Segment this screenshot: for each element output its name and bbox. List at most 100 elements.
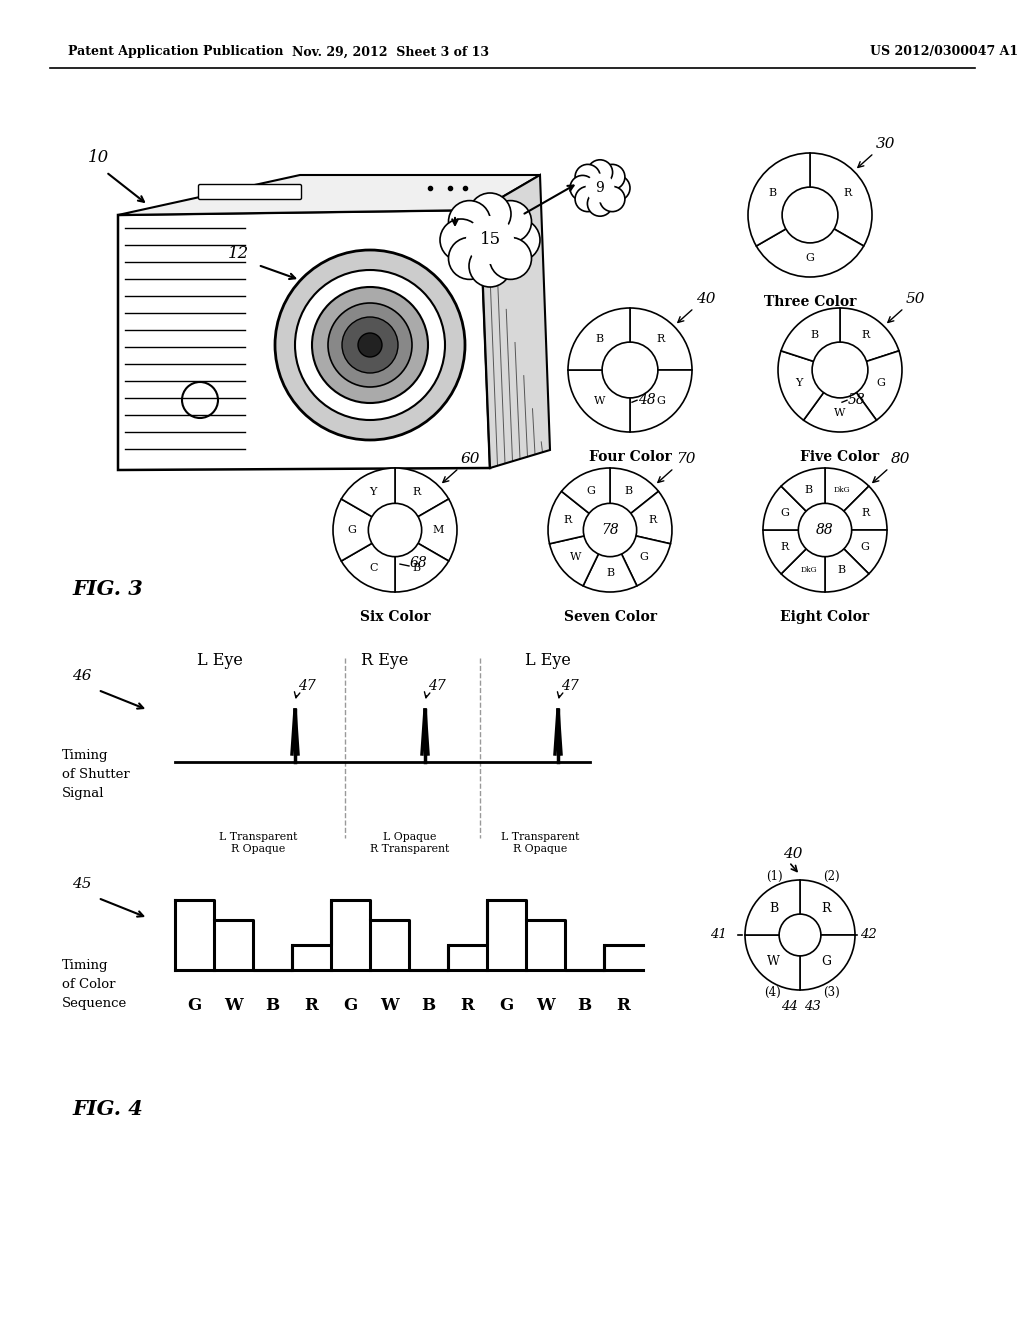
- Text: W: W: [570, 552, 582, 562]
- Text: G: G: [821, 954, 831, 968]
- Text: 44: 44: [780, 1001, 798, 1012]
- Wedge shape: [800, 935, 855, 990]
- Wedge shape: [810, 153, 872, 246]
- Text: B: B: [578, 997, 592, 1014]
- Text: B: B: [595, 334, 603, 345]
- Circle shape: [449, 238, 490, 280]
- Text: Patent Application Publication: Patent Application Publication: [68, 45, 284, 58]
- Text: R: R: [563, 515, 571, 525]
- Text: R: R: [304, 997, 318, 1014]
- Circle shape: [584, 503, 637, 557]
- Text: L Eye: L Eye: [197, 652, 243, 669]
- Text: G: G: [343, 997, 357, 1014]
- Text: R: R: [861, 330, 869, 339]
- Circle shape: [782, 187, 838, 243]
- Polygon shape: [480, 176, 550, 469]
- Wedge shape: [568, 308, 630, 370]
- Text: B: B: [606, 569, 614, 578]
- Text: B: B: [413, 562, 421, 573]
- Text: 43: 43: [805, 1001, 821, 1012]
- Text: L Transparent
R Opaque: L Transparent R Opaque: [219, 832, 297, 854]
- Circle shape: [575, 165, 600, 190]
- Wedge shape: [561, 469, 610, 531]
- Wedge shape: [341, 531, 395, 591]
- Circle shape: [602, 342, 657, 397]
- Text: W: W: [224, 997, 243, 1014]
- Text: G: G: [500, 997, 514, 1014]
- Wedge shape: [550, 531, 610, 586]
- Circle shape: [328, 304, 412, 387]
- Text: US 2012/0300047 A1: US 2012/0300047 A1: [870, 45, 1018, 58]
- Text: B: B: [838, 565, 846, 576]
- Circle shape: [489, 238, 531, 280]
- Text: 78: 78: [601, 523, 618, 537]
- Text: Y: Y: [795, 379, 803, 388]
- Wedge shape: [757, 215, 863, 277]
- Text: B: B: [804, 484, 812, 495]
- Circle shape: [275, 249, 465, 440]
- Text: 10: 10: [88, 149, 110, 166]
- Text: (2): (2): [823, 870, 840, 883]
- Text: Timing
of Shutter
Signal: Timing of Shutter Signal: [62, 750, 130, 800]
- Text: 40: 40: [783, 847, 803, 861]
- Text: B: B: [422, 997, 435, 1014]
- Text: (3): (3): [823, 986, 840, 998]
- Circle shape: [466, 216, 514, 264]
- Text: 48: 48: [638, 393, 655, 407]
- Wedge shape: [395, 499, 457, 561]
- Text: R: R: [656, 334, 665, 345]
- Circle shape: [498, 219, 540, 261]
- Text: M: M: [433, 525, 444, 535]
- Wedge shape: [781, 308, 840, 370]
- Circle shape: [799, 503, 852, 557]
- Wedge shape: [800, 880, 855, 935]
- Wedge shape: [610, 491, 672, 544]
- Text: 40: 40: [696, 292, 716, 306]
- Text: G: G: [806, 253, 814, 264]
- Text: 47: 47: [561, 678, 579, 693]
- Text: R Eye: R Eye: [361, 652, 409, 669]
- Text: 45: 45: [72, 876, 91, 891]
- Circle shape: [600, 165, 625, 190]
- Text: R: R: [821, 902, 831, 915]
- Text: 47: 47: [298, 678, 315, 693]
- Circle shape: [369, 503, 422, 557]
- Text: DkG: DkG: [800, 566, 817, 574]
- Wedge shape: [825, 531, 887, 574]
- Wedge shape: [840, 351, 902, 420]
- Wedge shape: [763, 486, 825, 531]
- Wedge shape: [745, 880, 800, 935]
- Circle shape: [469, 193, 511, 235]
- Text: R: R: [780, 541, 790, 552]
- Text: 15: 15: [479, 231, 501, 248]
- Text: G: G: [860, 541, 869, 552]
- Text: B: B: [769, 902, 778, 915]
- Circle shape: [600, 186, 625, 211]
- Text: G: G: [347, 525, 356, 535]
- Circle shape: [449, 201, 490, 243]
- Wedge shape: [763, 531, 825, 574]
- Circle shape: [812, 342, 868, 397]
- Text: G: G: [187, 997, 202, 1014]
- Text: W: W: [835, 408, 846, 418]
- Wedge shape: [630, 370, 692, 432]
- Text: 42: 42: [860, 928, 877, 941]
- Wedge shape: [825, 531, 868, 591]
- Text: 47: 47: [428, 678, 445, 693]
- Text: B: B: [265, 997, 280, 1014]
- Text: FIG. 4: FIG. 4: [72, 1100, 142, 1119]
- Wedge shape: [610, 469, 658, 531]
- Wedge shape: [778, 351, 840, 420]
- Wedge shape: [748, 153, 810, 246]
- Text: R: R: [413, 487, 421, 498]
- Text: 9: 9: [596, 181, 604, 195]
- Text: 46: 46: [72, 669, 91, 682]
- Wedge shape: [825, 486, 887, 531]
- Wedge shape: [840, 308, 899, 370]
- Circle shape: [469, 246, 511, 286]
- Text: Three Color: Three Color: [764, 294, 856, 309]
- Text: C: C: [369, 562, 378, 573]
- Circle shape: [588, 160, 612, 185]
- Text: G: G: [877, 379, 886, 388]
- Text: R: R: [648, 515, 656, 525]
